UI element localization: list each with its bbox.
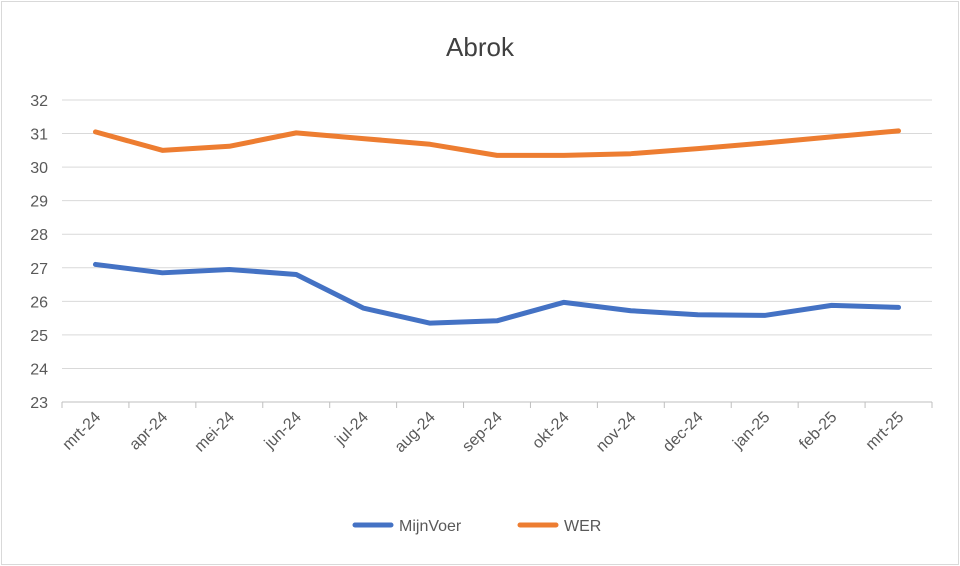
y-tick-label: 25 xyxy=(30,328,48,345)
legend-label: WER xyxy=(564,518,601,535)
x-tick-label: jan-25 xyxy=(729,409,773,453)
x-tick-label: jun-24 xyxy=(261,409,305,453)
x-tick-label: apr-24 xyxy=(126,409,171,454)
y-tick-label: 30 xyxy=(30,160,48,177)
y-tick-label: 32 xyxy=(30,93,48,110)
x-tick-label: sep-24 xyxy=(459,409,506,456)
x-tick-label: dec-24 xyxy=(660,409,707,456)
x-tick-label: aug-24 xyxy=(392,409,439,456)
y-tick-label: 24 xyxy=(30,361,48,378)
x-tick-label: mei-24 xyxy=(192,409,239,456)
series-line-wer xyxy=(92,128,902,158)
y-tick-label: 29 xyxy=(30,194,48,211)
legend-label: MijnVoer xyxy=(399,518,462,535)
x-tick-label: mrt-25 xyxy=(863,409,908,454)
y-tick-label: 26 xyxy=(30,294,48,311)
gridlines xyxy=(62,99,932,369)
chart-title: Abrok xyxy=(446,32,514,62)
legend: MijnVoer WER xyxy=(352,518,601,535)
x-tick-label: jul-24 xyxy=(332,409,372,449)
x-tick-label: okt-24 xyxy=(529,409,573,453)
series-lines xyxy=(92,128,902,326)
y-tick-label: 23 xyxy=(30,395,48,412)
y-tick-label: 31 xyxy=(30,127,48,144)
x-tick-label: feb-25 xyxy=(796,409,840,453)
y-tick-label: 27 xyxy=(30,261,48,278)
series-line-mijnvoer xyxy=(92,261,902,326)
x-tick-label: mrt-24 xyxy=(60,409,105,454)
y-tick-label: 28 xyxy=(30,227,48,244)
x-tick-label: nov-24 xyxy=(593,409,640,456)
